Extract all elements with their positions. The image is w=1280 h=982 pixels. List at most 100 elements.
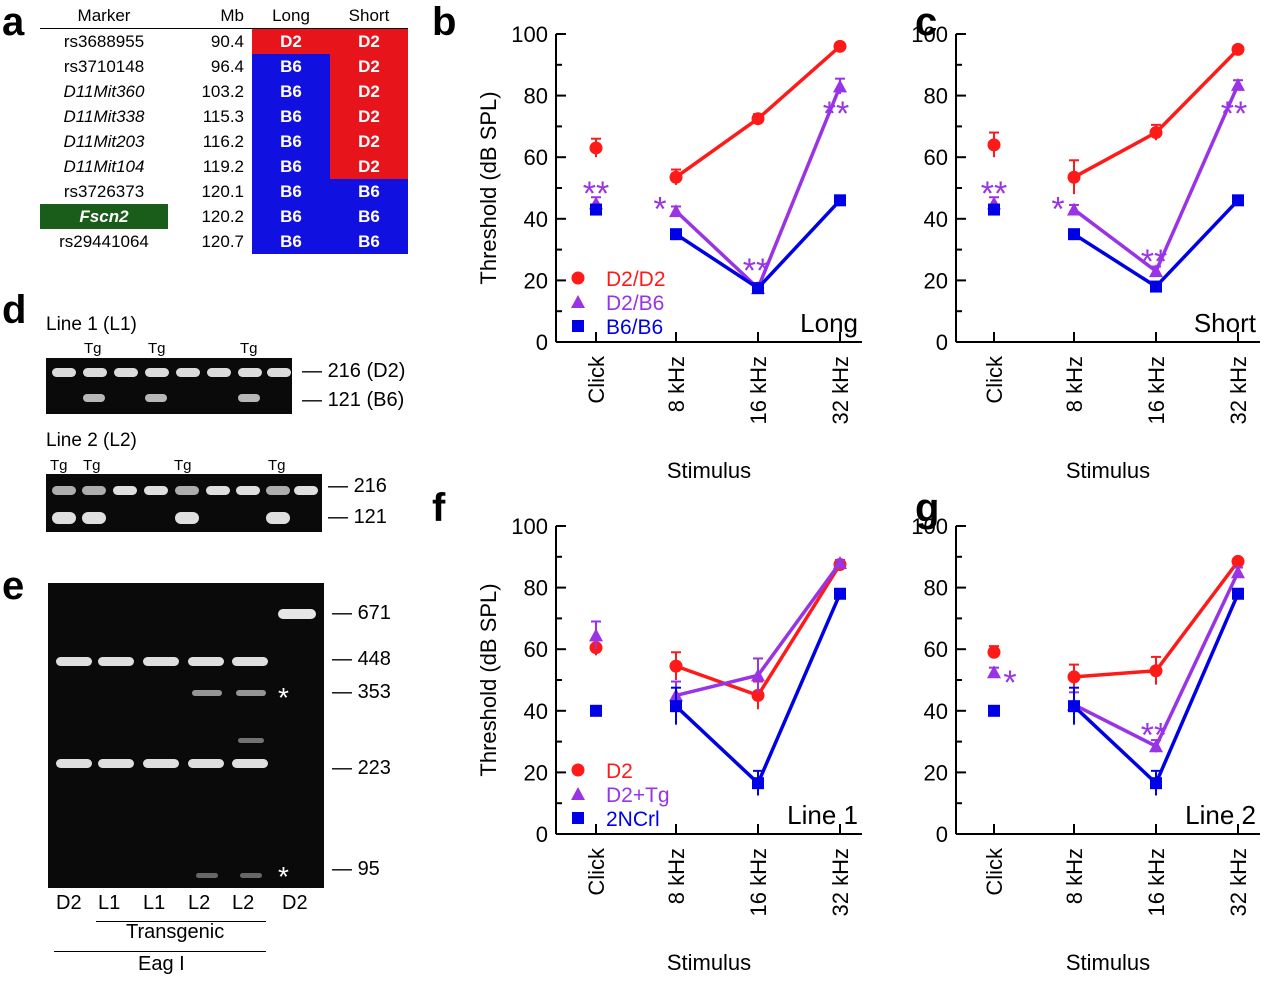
mb-cell: 119.2: [202, 156, 244, 176]
x-axis-label: Stimulus: [667, 950, 751, 975]
marker-cell: D11Mit338: [63, 106, 145, 126]
gel-lane-label: L2: [188, 892, 211, 914]
marker-cell: rs3688955: [63, 31, 145, 51]
long-genotype-cell: B6: [252, 104, 330, 129]
marker-table-body: rs3688955 90.4 D2 D2 rs3710148 96.4 B6 D2 D11Mit…: [40, 28, 408, 254]
significance-star: *: [1003, 664, 1016, 702]
gel2-size-216: — 216: [328, 475, 387, 497]
data-point: [1231, 554, 1245, 568]
data-point: [1231, 42, 1245, 56]
y-tick-label: 0: [936, 330, 948, 355]
gel-band-216: [145, 368, 169, 377]
gel-band-216: [176, 368, 200, 377]
significance-star: **: [1221, 95, 1247, 133]
gel-band-121: [266, 512, 290, 524]
long-genotype-cell: B6: [252, 179, 330, 204]
x-tick-label: 16 kHz: [746, 356, 771, 424]
mb-cell: 116.2: [202, 131, 244, 151]
data-point: [1232, 194, 1244, 207]
y-tick-label: 100: [911, 22, 948, 47]
panel-annotation: Short: [1194, 308, 1257, 338]
data-point: [834, 587, 846, 600]
gel-band-448: [188, 657, 224, 666]
x-tick-label: 8 kHz: [664, 356, 689, 412]
short-genotype-cell: D2: [330, 104, 408, 129]
gel-line1: [46, 358, 292, 414]
gele-size-223: — 223: [332, 757, 391, 779]
gel-line2: [46, 474, 322, 532]
x-tick-label: 32 kHz: [828, 848, 853, 916]
transgenic-label: Transgenic: [126, 921, 225, 943]
chart-b-long: 0 20 40 60 80 100 Click 8 kHz 16 kHz 32 kHz Stimul…: [476, 22, 862, 483]
mb-cell: 120.1: [201, 181, 244, 201]
panel-letter-a: a: [2, 0, 25, 44]
gel-band-671: [278, 609, 316, 619]
gel-band-216: [114, 368, 138, 377]
tg-label: Tg: [50, 457, 68, 474]
gel-line2-bands: [52, 486, 318, 524]
marker-row: rs3710148 96.4 B6 D2: [40, 54, 408, 79]
y-tick-label: 80: [524, 84, 548, 109]
x-tick-label: 8 kHz: [1062, 356, 1087, 412]
chart-g-line2: 0 20 40 60 80 100 Click 8 kHz 16 kHz 32 kHz Stimul…: [911, 514, 1260, 975]
data-point: [1150, 777, 1162, 790]
panel-annotation: Long: [800, 308, 858, 338]
marker-cell: rs29441064: [59, 231, 149, 251]
eagI-label: Eag I: [138, 953, 185, 975]
mb-cell: 115.3: [202, 106, 244, 126]
gel-eagI-bands: [56, 609, 316, 878]
eagI-underline: [54, 951, 266, 952]
header-long: Long: [252, 4, 330, 29]
gel-band-216: [238, 368, 262, 377]
gele-size-223-text: 223: [357, 757, 391, 779]
legend-marker: [571, 295, 585, 308]
data-point: [590, 704, 602, 717]
marker-cell: D11Mit104: [63, 156, 145, 176]
transgenic-underline: [96, 921, 266, 922]
tg-label: Tg: [148, 340, 166, 357]
gel-band-216: [82, 486, 106, 495]
y-tick-label: 60: [524, 145, 548, 170]
y-tick-label: 100: [911, 514, 948, 539]
data-point: [1231, 565, 1245, 579]
short-genotype-cell: B6: [330, 179, 408, 204]
x-tick-label: Click: [982, 355, 1007, 404]
x-tick-label: Click: [982, 847, 1007, 896]
mb-cell: 120.2: [201, 206, 244, 226]
significance-star: **: [1141, 243, 1167, 281]
short-genotype-cell: D2: [330, 129, 408, 154]
y-tick-label: 80: [924, 576, 948, 601]
legend-marker: [571, 763, 585, 777]
data-point: [752, 282, 764, 295]
y-tick-label: 40: [924, 207, 948, 232]
gel-band-223: [232, 759, 268, 768]
tg-label: Tg: [268, 457, 286, 474]
gel-band-121: [238, 394, 260, 402]
gel-band-223: [56, 759, 92, 768]
mb-cell: 120.7: [201, 231, 244, 251]
data-point: [669, 170, 683, 184]
data-point: [1231, 77, 1245, 91]
y-tick-label: 100: [511, 514, 548, 539]
gel-band-121: [52, 512, 76, 524]
data-point: [1149, 739, 1163, 753]
data-point: [590, 203, 602, 216]
x-axis-label: Stimulus: [667, 458, 751, 483]
mb-cell: 90.4: [210, 31, 244, 51]
legend-marker: [572, 320, 584, 332]
long-genotype-cell: B6: [252, 79, 330, 104]
y-tick-label: 0: [536, 822, 548, 847]
x-tick-label: Click: [584, 355, 609, 404]
header-short: Short: [330, 4, 408, 29]
gel-band-216: [175, 486, 199, 495]
short-genotype-cell: D2: [330, 154, 408, 179]
x-tick-label: 32 kHz: [1226, 356, 1251, 424]
data-point: [833, 555, 847, 569]
long-genotype-cell: B6: [252, 204, 330, 229]
data-point: [1150, 280, 1162, 293]
marker-table: Marker Mb Long Short rs3688955 90.4 D2 D2 rs…: [40, 4, 408, 254]
gele-size-448: — 448: [332, 648, 391, 670]
data-point: [987, 138, 1001, 152]
gel1-size-216: — 216 (D2): [302, 360, 406, 382]
y-tick-label: 100: [511, 22, 548, 47]
